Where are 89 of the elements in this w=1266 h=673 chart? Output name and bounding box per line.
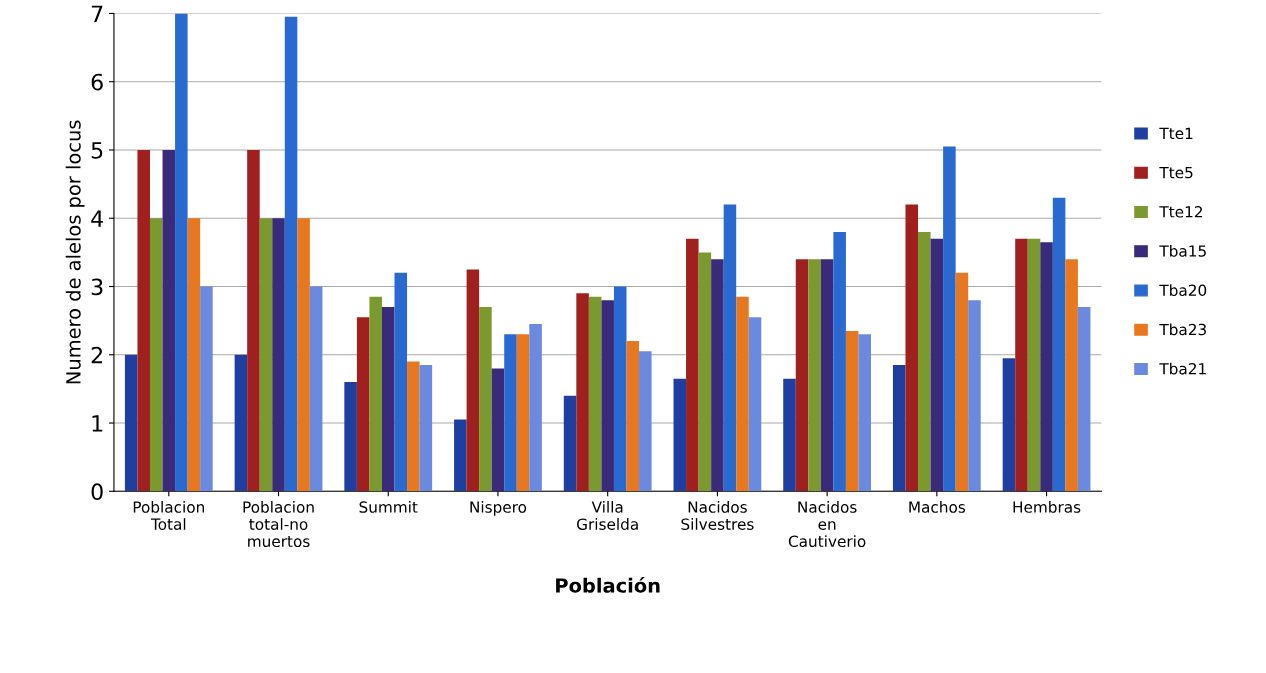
bar — [736, 296, 749, 492]
bar — [820, 259, 834, 492]
bar — [479, 306, 492, 492]
bar — [686, 238, 699, 492]
bar — [795, 259, 809, 492]
bar — [175, 13, 188, 492]
bar — [454, 419, 467, 492]
bar — [723, 204, 737, 492]
bar — [968, 300, 981, 492]
bar — [1015, 238, 1028, 492]
bar — [1002, 358, 1016, 492]
bar — [1040, 242, 1053, 492]
x-axis-title: Población — [556, 577, 660, 593]
bar — [845, 330, 859, 492]
bar — [858, 334, 872, 492]
bar — [200, 286, 213, 492]
bar — [259, 218, 273, 492]
bar — [833, 231, 846, 492]
bar — [626, 341, 640, 492]
bar — [1065, 259, 1078, 492]
bar — [955, 272, 969, 492]
bar — [673, 378, 687, 492]
legend-label: Tba21 — [1159, 362, 1206, 375]
bar — [491, 368, 505, 492]
bar — [748, 317, 762, 492]
x-tick-label: Nacidos Silvestres — [681, 501, 754, 530]
x-tick-label: Summit — [359, 501, 418, 513]
bar — [930, 238, 944, 492]
bar — [187, 218, 201, 492]
bar — [284, 16, 298, 492]
bar — [613, 286, 627, 492]
legend-label: Tba23 — [1159, 323, 1206, 336]
bar — [711, 259, 724, 492]
bar — [466, 269, 480, 492]
legend-label: Tba15 — [1159, 244, 1206, 257]
bar — [601, 300, 614, 492]
x-tick-label: Hembras — [1013, 501, 1081, 513]
legend-label: Tte5 — [1159, 166, 1193, 179]
bar — [783, 378, 796, 492]
y-tick-label: 0 — [91, 483, 103, 501]
y-tick-label: 7 — [91, 5, 103, 22]
bar — [943, 146, 956, 492]
bar — [297, 218, 310, 492]
bar — [407, 361, 420, 492]
bar — [247, 149, 260, 492]
legend-label: Tte1 — [1159, 127, 1193, 140]
bar — [1077, 306, 1091, 492]
bar — [588, 296, 602, 492]
bar — [381, 306, 395, 492]
bar — [905, 204, 919, 492]
x-tick-label: Poblacion total-no muertos — [243, 501, 314, 548]
x-tick-label: Villa Griselda — [577, 501, 638, 530]
y-axis-title: Numero de alelos por locus — [65, 120, 85, 384]
bar — [394, 272, 408, 492]
bar — [918, 231, 931, 492]
legend-label: Tba20 — [1159, 284, 1207, 297]
y-tick-label: 5 — [91, 142, 103, 159]
y-tick-label: 6 — [91, 73, 103, 91]
bar — [516, 334, 530, 492]
x-tick-label: Nacidos en Cautiverio — [788, 501, 866, 548]
y-tick-label: 2 — [91, 346, 102, 364]
y-tick-label: 1 — [92, 415, 103, 432]
bar — [563, 395, 577, 492]
bar — [419, 365, 433, 492]
bar — [504, 334, 517, 492]
bar — [698, 252, 712, 492]
bar — [162, 149, 176, 492]
x-tick-label: Poblacion Total — [133, 501, 204, 530]
bar — [639, 351, 652, 492]
bar — [356, 317, 370, 492]
bar — [808, 259, 821, 492]
x-tick-label: Machos — [909, 501, 966, 513]
y-tick-label: 4 — [91, 210, 103, 227]
bar — [1027, 238, 1041, 492]
bar — [124, 354, 138, 492]
bar — [576, 293, 589, 492]
bar — [1052, 197, 1066, 492]
bar — [309, 286, 323, 492]
bar — [137, 149, 150, 492]
bar — [272, 218, 285, 492]
bar — [234, 354, 248, 492]
y-tick-label: 3 — [91, 278, 103, 296]
bar — [529, 324, 542, 492]
x-tick-label: Nispero — [470, 501, 527, 516]
bar — [892, 365, 906, 492]
bar — [149, 218, 163, 492]
legend-label: Tte12 — [1159, 206, 1202, 218]
bar — [369, 296, 382, 492]
bar — [344, 382, 357, 492]
